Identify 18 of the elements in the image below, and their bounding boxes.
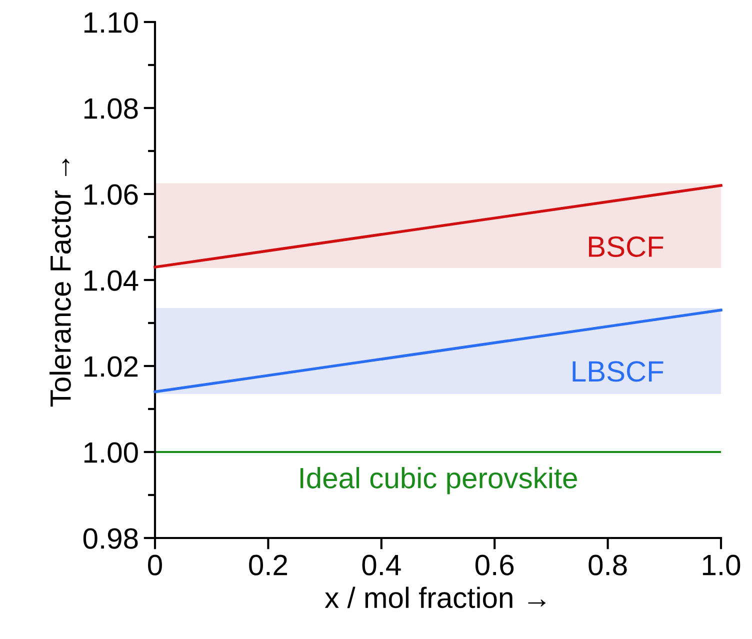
x-axis-title: x / mol fraction → [324,586,546,608]
ref-line-label: Ideal cubic perovskite [300,467,577,494]
x-tick-label: 0 [148,554,162,576]
y-tick-label: 1.04 [84,270,138,291]
series-label: LBSCF [572,361,664,382]
x-tick-label: 0.2 [249,554,288,576]
y-tick-label: 1.08 [84,98,138,119]
series-label: BSCF [589,236,664,258]
x-tick-label: 0.8 [588,554,627,576]
x-tick-label: 0.4 [362,554,401,576]
y-tick-label: 1.00 [84,442,138,463]
x-tick-label: 1.0 [702,554,740,576]
y-axis-title: Tolerance Factor → [50,158,71,407]
y-tick-label: 0.98 [83,528,138,549]
y-tick-label: 1.06 [84,184,138,205]
y-tick-label: 1.10 [84,12,138,33]
y-tick-label: 1.02 [84,356,138,377]
x-tick-label: 0.6 [475,554,514,576]
